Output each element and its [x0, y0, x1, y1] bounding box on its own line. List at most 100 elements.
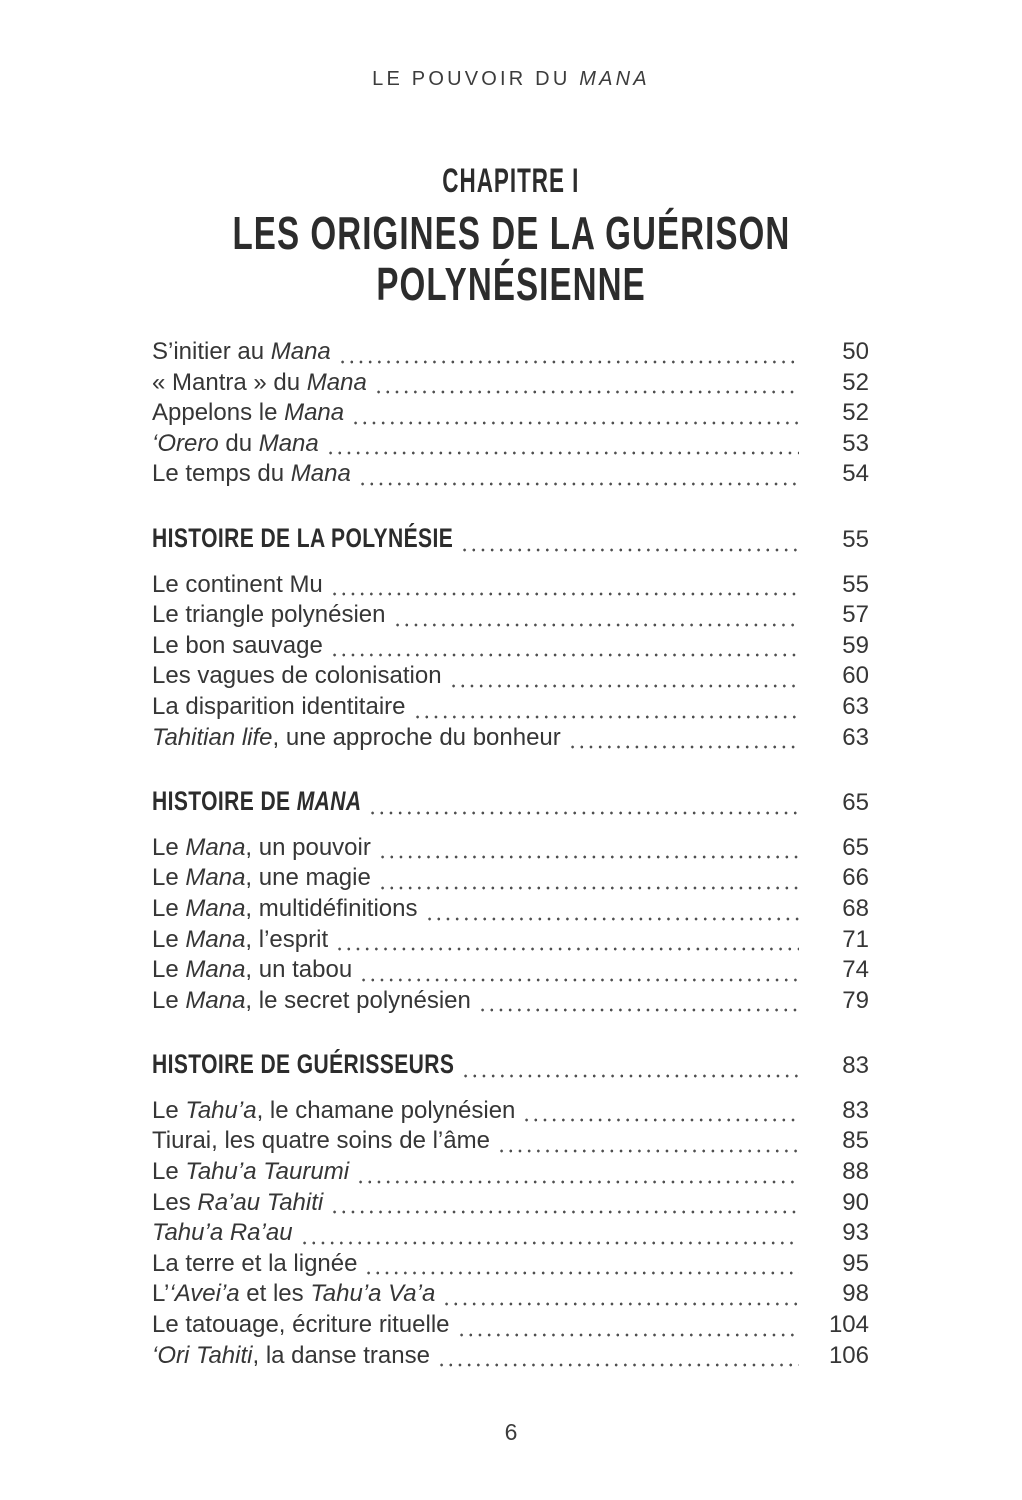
toc-section-header-text: HISTOIRE DE LA POLYNÉSIE	[152, 522, 454, 553]
dot-leader	[337, 337, 799, 368]
chapter-heading: CHAPITRE I LES ORIGINES DE LA GUÉRISON P…	[0, 161, 1022, 310]
toc-entry-page: 85	[842, 1127, 869, 1155]
toc-entry-label: Le Tahu’a Taurumi	[152, 1158, 350, 1186]
toc-section-header-label: HISTOIRE DE GUÉRISSEURS	[152, 1049, 454, 1080]
toc-entry-page: 63	[842, 692, 869, 720]
toc-entry-row: Le temps du Mana 54	[152, 459, 869, 490]
toc-entry-page: 88	[842, 1158, 869, 1186]
toc-entry-row: Le Mana, un tabou 74	[152, 955, 869, 986]
dot-leader	[522, 1095, 799, 1127]
running-header: LE POUVOIR DU MANA	[372, 68, 650, 90]
toc-entry-label: Le Mana, une magie	[152, 864, 371, 892]
toc-entry-label: ‘Ori Tahiti, la danse transe	[152, 1341, 430, 1369]
toc-section-header-page: 55	[842, 525, 869, 553]
toc-entry-row: Le Mana, le secret polynésien 79	[152, 985, 869, 1017]
toc-entry-row: La terre et la lignée 95	[152, 1248, 869, 1280]
dot-leader	[330, 1187, 799, 1219]
toc-entry-page: 79	[842, 986, 869, 1014]
toc-entry-page: 66	[842, 864, 869, 892]
toc-entry-label: Le Tahu’a, le chamane polynésien	[152, 1096, 516, 1124]
toc-section-header-row: HISTOIRE DE LA POLYNÉSIE 55	[152, 522, 869, 556]
toc-entry-row: Le triangle polynésien 57	[152, 600, 869, 631]
dot-leader	[442, 1279, 799, 1311]
dot-leader	[567, 722, 799, 754]
toc-entry-page: 60	[842, 662, 869, 690]
toc-entry-label: Les vagues de colonisation	[152, 662, 442, 690]
toc-entry-row: Le Mana, une magie 66	[152, 863, 869, 894]
toc-section-header-label: HISTOIRE DE LA POLYNÉSIE	[152, 523, 453, 554]
toc-entry-row: Le Mana, multidéfinitions 68	[152, 893, 869, 925]
toc-entry-page: 65	[842, 833, 869, 861]
toc-entry-label: ‘Orero du Mana	[152, 429, 319, 457]
chapter-title-line-text: POLYNÉSIENNE	[376, 258, 646, 310]
dot-leader	[461, 1049, 799, 1082]
toc-entry-row: Les Ra’au Tahiti 90	[152, 1187, 869, 1219]
toc-entry-label: Tahitian life, une approche du bonheur	[152, 723, 561, 751]
toc-entry-page: 74	[842, 956, 869, 984]
toc-entry-label: Le temps du Mana	[152, 460, 351, 488]
toc-entry-page: 52	[842, 399, 869, 427]
toc-entry-row: Tahu’a Ra’au 93	[152, 1218, 869, 1249]
toc-entry-label: Le Mana, un pouvoir	[152, 833, 371, 861]
toc-entry-label: Le continent Mu	[152, 570, 323, 598]
toc-entry-page: 93	[842, 1219, 869, 1247]
toc-entry-page: 55	[842, 570, 869, 598]
toc-entry-row: « Mantra » du Mana 52	[152, 367, 869, 399]
toc-section: S’initier au Mana 50 « Mantra » du Mana 52 A…	[152, 337, 869, 490]
toc-entry-row: Le Tahu’a, le chamane polynésien 83	[152, 1095, 869, 1127]
dot-leader	[335, 924, 799, 956]
toc-entry-label: Le tatouage, écriture rituelle	[152, 1311, 450, 1339]
toc-section: HISTOIRE DE MANA 65 Le Mana, un pouvoir 65 L…	[152, 786, 869, 1017]
toc-entry-row: S’initier au Mana 50	[152, 337, 869, 368]
toc-section-header-label: HISTOIRE DE MANA	[152, 786, 361, 817]
toc-section-header-page: 83	[842, 1052, 869, 1080]
chapter-title: LES ORIGINES DE LA GUÉRISON POLYNÉSIENNE	[0, 208, 1022, 310]
toc-entry-row: La disparition identitaire 63	[152, 691, 869, 723]
dot-leader	[357, 459, 799, 490]
dot-leader	[460, 522, 799, 556]
dot-leader	[356, 1157, 799, 1188]
toc-entry-row: Le Mana, l’esprit 71	[152, 924, 869, 956]
toc-entry-label: Le Mana, multidéfinitions	[152, 894, 418, 922]
dot-leader	[448, 661, 799, 692]
chapter-title-line-text: LES ORIGINES DE LA GUÉRISON	[232, 207, 790, 259]
toc-entry-page: 106	[828, 1341, 869, 1369]
toc-entry-page: 59	[842, 631, 869, 659]
toc-entry-page: 57	[842, 601, 869, 629]
toc-entry-label: La disparition identitaire	[152, 692, 406, 720]
toc-section-header-text: HISTOIRE DE GUÉRISSEURS	[152, 1049, 455, 1080]
toc-entry-label: Tahu’a Ra’au	[152, 1219, 293, 1247]
dot-leader	[377, 863, 799, 894]
toc-section-header-row: HISTOIRE DE MANA 65	[152, 786, 869, 819]
toc-entry-label: Le Mana, l’esprit	[152, 925, 329, 953]
dot-leader	[373, 367, 799, 399]
toc-entry-page: 63	[842, 723, 869, 751]
toc-entry-label: La terre et la lignée	[152, 1249, 358, 1277]
dot-leader	[456, 1310, 799, 1341]
toc-entry-page: 98	[842, 1280, 869, 1308]
toc-list: S’initier au Mana 50 « Mantra » du Mana 52 A…	[152, 337, 869, 1372]
toc-entry-label: L’‘Avei’a et les Tahu’a Va’a	[152, 1280, 436, 1308]
dot-leader	[368, 786, 799, 819]
toc-section: HISTOIRE DE GUÉRISSEURS 83 Le Tahu’a, le c…	[152, 1049, 869, 1372]
toc-entry-row: Le Mana, un pouvoir 65	[152, 832, 869, 864]
toc-entry-row: Le tatouage, écriture rituelle 104	[152, 1310, 869, 1341]
toc-entry-label: Tiurai, les quatre soins de l’âme	[152, 1127, 490, 1155]
toc-entry-page: 68	[842, 894, 869, 922]
dot-leader	[359, 955, 799, 986]
toc-entry-page: 95	[842, 1249, 869, 1277]
chapter-kicker-text: CHAPITRE I	[442, 162, 580, 200]
toc-entry-page: 104	[828, 1311, 869, 1339]
toc-entry-label: Les Ra’au Tahiti	[152, 1188, 324, 1216]
dot-leader	[351, 398, 799, 429]
toc-entry-label: Le Mana, le secret polynésien	[152, 986, 471, 1014]
page-number-footer: 6	[504, 1419, 518, 1445]
toc-entry-page: 83	[842, 1096, 869, 1124]
toc-section-header-row: HISTOIRE DE GUÉRISSEURS 83	[152, 1049, 869, 1082]
toc-entry-row: Les vagues de colonisation 60	[152, 661, 869, 692]
dot-leader	[325, 428, 799, 460]
chapter-title-line: POLYNÉSIENNE	[0, 259, 1022, 310]
dot-leader	[364, 1248, 799, 1280]
toc-entry-row: ‘Orero du Mana 53	[152, 428, 869, 460]
